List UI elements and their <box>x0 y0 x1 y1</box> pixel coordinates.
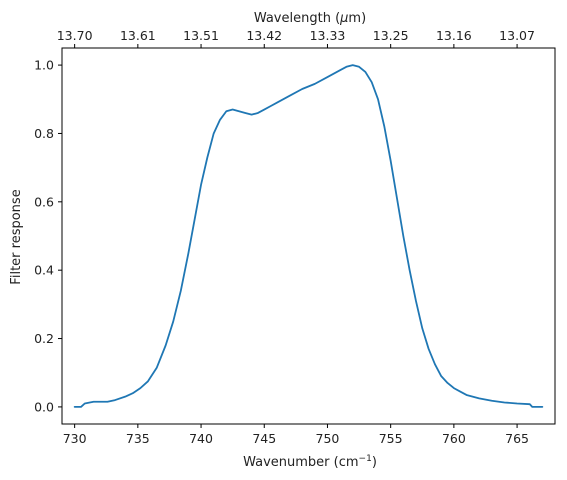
plot-frame <box>61 47 556 425</box>
series-line-0 <box>73 64 544 408</box>
x-tick-label: 760 <box>442 431 466 446</box>
top-tick-label: 13.07 <box>499 28 535 43</box>
top-tick-label: 13.51 <box>183 28 219 43</box>
x-tick-label: 745 <box>252 431 276 446</box>
top-tick-label: 13.25 <box>373 28 409 43</box>
x-tick-label: 735 <box>126 431 150 446</box>
y-tick-label: 0.2 <box>34 331 54 346</box>
top-tick-label: 13.61 <box>120 28 156 43</box>
y-tick-label: 0.0 <box>34 399 54 414</box>
top-tick-label: 13.16 <box>436 28 472 43</box>
x-tick-label: 750 <box>316 431 340 446</box>
x-tick-label: 730 <box>63 431 87 446</box>
y-axis-title: Filter response <box>9 189 24 284</box>
y-tick-label: 1.0 <box>34 58 54 73</box>
top-axis-title: Wavelength (μm) <box>254 11 366 26</box>
y-tick-label: 0.8 <box>34 126 54 141</box>
top-tick-label: 13.70 <box>57 28 93 43</box>
plot-area <box>61 47 556 425</box>
axes-ticks: 730 735 740 745 750 755 760 765 0.0 0.2 0.4 0.6 0.8 1… <box>34 28 535 446</box>
x-axis-title: Wavenumber (cm−1) <box>243 454 377 470</box>
y-tick-label: 0.4 <box>34 263 54 278</box>
x-tick-label: 740 <box>189 431 213 446</box>
y-tick-label: 0.6 <box>34 194 54 209</box>
top-tick-label: 13.42 <box>246 28 282 43</box>
top-tick-label: 13.33 <box>310 28 346 43</box>
x-tick-label: 765 <box>505 431 529 446</box>
x-tick-label: 755 <box>379 431 403 446</box>
